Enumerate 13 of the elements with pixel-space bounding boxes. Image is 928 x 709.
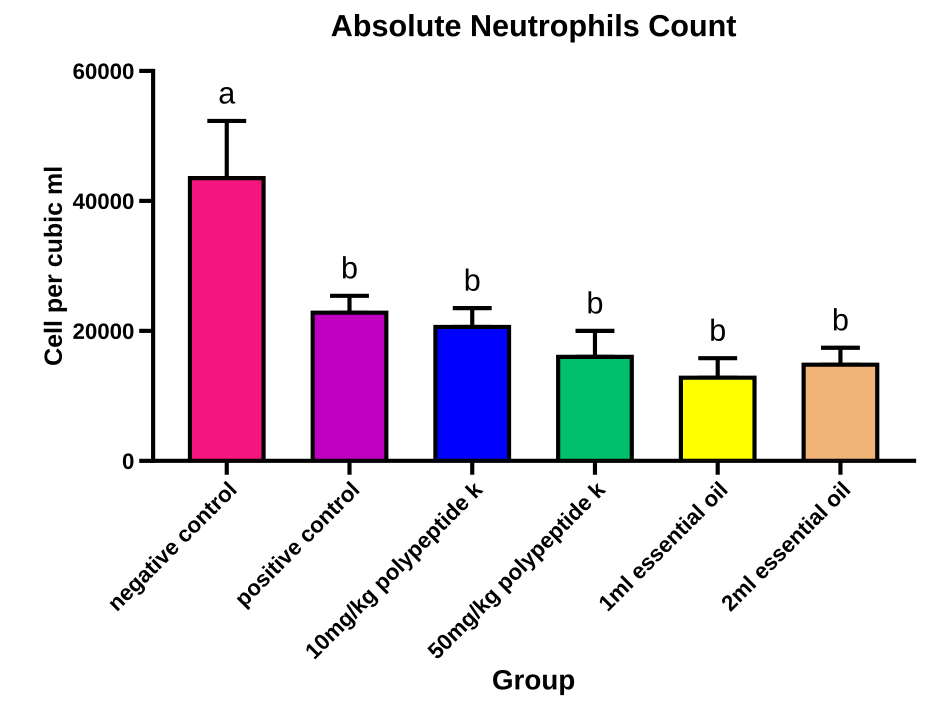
y-tick-label: 20000 [73, 323, 134, 340]
annotation: b [588, 291, 602, 314]
y-tick-label: 60000 [73, 63, 134, 80]
chart-title: Absolute Neutrophils Count [332, 14, 736, 43]
annotation: b [342, 256, 357, 279]
y-axis-title: Cell per cubic ml [44, 168, 68, 365]
annotation: b [711, 318, 725, 342]
x-axis-title: Group [493, 670, 574, 696]
y-tick-label: 0 [122, 453, 134, 470]
annotation: b [834, 308, 848, 331]
annotation: b [466, 268, 480, 291]
annotation: a [220, 87, 236, 104]
y-tick-label: 40000 [72, 193, 134, 210]
